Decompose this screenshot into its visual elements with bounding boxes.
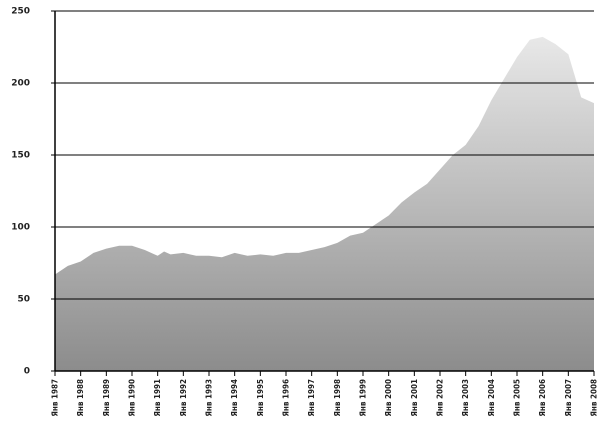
x-tick-label: Янв 2007 xyxy=(564,379,573,417)
x-tick-label: Янв 1995 xyxy=(256,379,265,417)
x-tick-label: Янв 1989 xyxy=(102,379,111,417)
x-tick-label: Янв 2000 xyxy=(384,379,393,417)
x-tick-label: Янв 1990 xyxy=(128,379,137,417)
x-tick-label: Янв 2001 xyxy=(410,379,419,417)
x-tick-label: Янв 2005 xyxy=(513,379,522,417)
x-tick-label: Янв 2008 xyxy=(590,379,599,417)
x-tick-label: Янв 1999 xyxy=(359,379,368,417)
y-tick-label: 200 xyxy=(11,79,30,89)
y-tick-label: 100 xyxy=(11,223,30,233)
x-tick-label: Янв 1993 xyxy=(205,379,214,417)
x-tick-label: Янв 2006 xyxy=(538,379,547,417)
y-tick-label: 250 xyxy=(11,7,30,17)
y-tick-label: 0 xyxy=(24,367,30,377)
area xyxy=(55,36,594,372)
x-tick-label: Янв 1994 xyxy=(230,379,239,417)
x-tick-label: Янв 1988 xyxy=(76,379,85,417)
x-tick-label: Янв 1992 xyxy=(179,379,188,417)
x-tick-label: Янв 2002 xyxy=(436,379,445,417)
x-tick-label: Янв 1997 xyxy=(307,379,316,417)
y-tick-label: 150 xyxy=(11,151,30,161)
x-tick-label: Янв 1996 xyxy=(282,379,291,417)
x-tick-label: Янв 1991 xyxy=(153,379,162,417)
x-tick-label: Янв 2003 xyxy=(461,379,470,417)
x-tick-label: Янв 1987 xyxy=(51,379,60,417)
x-tick-label: Янв 2004 xyxy=(487,379,496,417)
x-tick-label: Янв 1998 xyxy=(333,379,342,417)
y-tick-label: 50 xyxy=(17,295,30,305)
